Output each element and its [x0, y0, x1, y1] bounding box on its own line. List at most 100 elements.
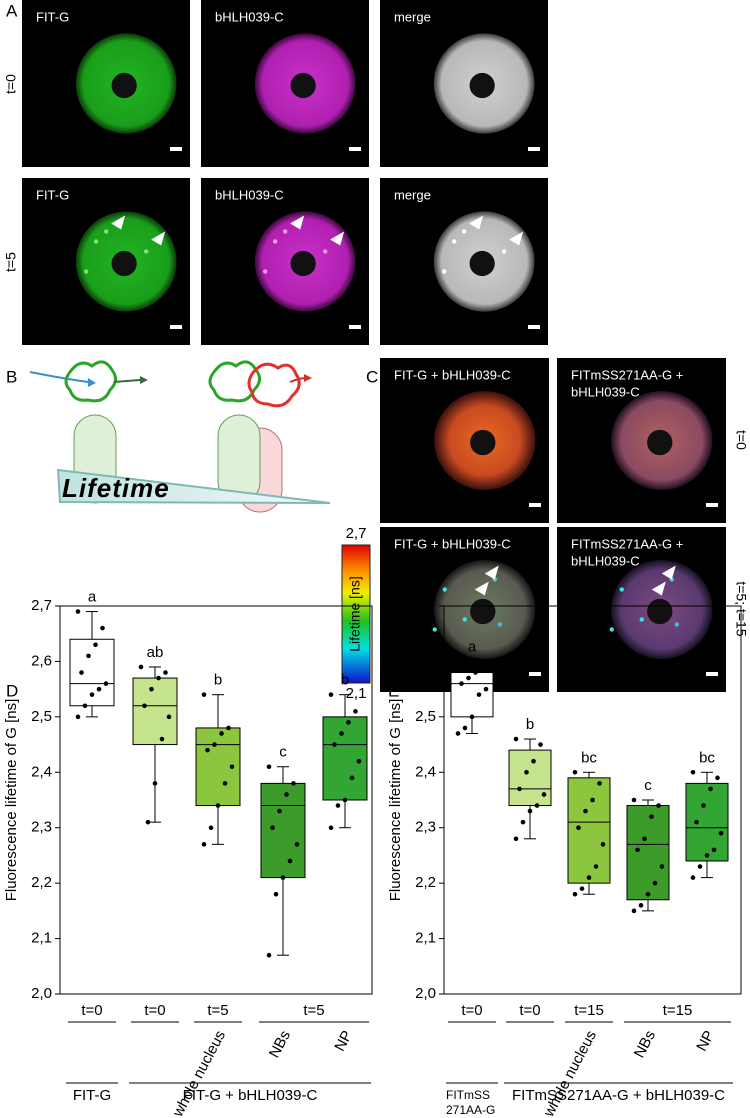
y-axis-label: Fluorescence lifetime of G [ns]: [3, 699, 20, 902]
arrowhead: [661, 565, 676, 580]
data-point: [149, 686, 154, 692]
data-point: [208, 825, 214, 831]
colorbar-max: 2,7: [346, 525, 367, 542]
data-point: [701, 803, 706, 808]
speckle: [451, 239, 457, 244]
data-point: [704, 853, 710, 858]
image-label: FITmSS271AA-G +: [571, 536, 683, 551]
speckle: [322, 249, 328, 254]
nucleolus: [111, 72, 137, 99]
image-label: FIT-G + bHLH039-C: [394, 367, 511, 382]
scale-bar: [529, 503, 541, 507]
box: [685, 782, 729, 862]
plot-frame: [443, 605, 742, 995]
nucleolus: [470, 598, 496, 625]
speckle: [609, 627, 614, 632]
data-point: [718, 830, 724, 836]
arrowhead: [111, 215, 126, 230]
data-point: [473, 670, 478, 675]
data-point: [159, 736, 165, 742]
data-point: [226, 725, 231, 731]
data-point: [708, 786, 713, 792]
speckle: [674, 622, 679, 627]
data-point: [353, 709, 358, 714]
y-tick-label: 2,4: [415, 763, 436, 780]
data-point: [96, 686, 102, 692]
arrowhead: [509, 231, 524, 246]
scale-bar: [528, 147, 540, 151]
condition-label: whole nucleus: [169, 1028, 229, 1118]
condition-label: NBs: [266, 1028, 294, 1061]
nucleolus: [469, 250, 495, 277]
nucleolus: [290, 72, 316, 99]
data-point: [89, 692, 95, 697]
data-point: [86, 653, 91, 659]
y-tick-label: 2,7: [31, 597, 52, 614]
data-point: [538, 742, 543, 747]
speckle: [497, 622, 502, 627]
y-tick-label: 2,7: [415, 597, 436, 614]
data-point: [576, 825, 581, 831]
speckle: [143, 249, 149, 254]
data-point: [715, 775, 720, 781]
box: [260, 782, 306, 879]
scale-bar: [349, 325, 361, 329]
y-tick-label: 2,2: [31, 874, 52, 891]
data-point: [480, 664, 485, 670]
image-label: FIT-G: [36, 187, 69, 202]
nucleolus: [470, 429, 496, 456]
micrograph: FIT-G + bHLH039-C: [380, 527, 549, 692]
time-label: t=0: [81, 1002, 102, 1019]
row-label: t=0: [733, 430, 749, 450]
data-point: [342, 797, 348, 803]
scale-bar: [528, 325, 540, 329]
data-point: [294, 842, 300, 847]
data-point: [266, 952, 272, 958]
data-point: [694, 819, 699, 825]
data-point: [590, 797, 595, 803]
data-point: [459, 681, 464, 686]
data-point: [156, 675, 161, 681]
box: [450, 672, 494, 718]
significance-letter: ab: [147, 644, 164, 661]
data-point: [572, 769, 578, 775]
significance-letter: b: [341, 672, 349, 689]
data-point: [466, 675, 471, 681]
panel-letter: B: [6, 367, 17, 386]
nucleolus: [290, 250, 316, 277]
data-point: [524, 769, 529, 775]
image-label: merge: [394, 9, 431, 24]
group-label: FITmSS: [446, 1088, 490, 1102]
time-label: t=15: [663, 1002, 693, 1019]
data-point: [166, 714, 172, 720]
time-label: t=0: [519, 1002, 540, 1019]
data-point: [215, 803, 221, 808]
micrograph: merge: [380, 178, 548, 345]
significance-letter: a: [88, 589, 97, 606]
data-point: [513, 736, 519, 742]
micrograph: FITmSS271AA-G + bHLH039-C: [557, 358, 726, 523]
y-tick-label: 2,6: [415, 652, 436, 669]
data-point: [201, 842, 207, 847]
data-point: [82, 703, 88, 709]
box: [626, 805, 670, 901]
data-point: [697, 864, 703, 869]
data-point: [280, 875, 286, 880]
group-label: 271AA-G: [446, 1103, 495, 1117]
data-point: [645, 891, 651, 897]
micrograph: bHLH039-C: [201, 0, 369, 167]
data-point: [635, 847, 640, 853]
data-point: [649, 814, 654, 819]
nucleolus: [647, 429, 673, 456]
data-point: [75, 609, 81, 614]
scale-bar: [170, 147, 182, 151]
plot-frame: [59, 605, 373, 995]
micrograph: FIT-G: [22, 0, 190, 167]
speckle: [441, 269, 447, 274]
significance-letter: c: [279, 744, 287, 761]
data-point: [527, 808, 533, 814]
speckle: [93, 239, 99, 244]
data-point: [483, 686, 489, 692]
significance-letter: a: [468, 638, 477, 655]
